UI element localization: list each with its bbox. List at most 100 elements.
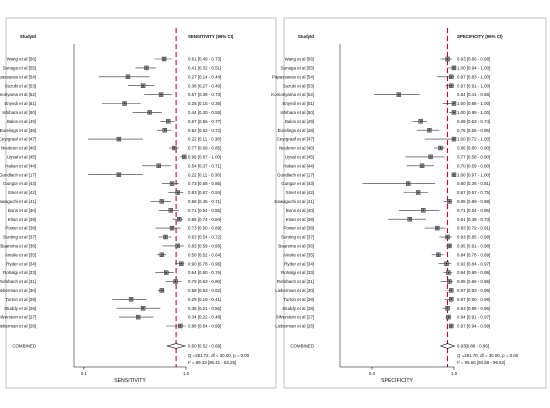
study-name: Rohalgi et al [33] (3, 270, 36, 275)
point-estimate-dot (446, 236, 449, 238)
study-name: Hakan et al [44] (283, 163, 314, 168)
estimate-label: 0.25 [0.15 - 0.36] (188, 101, 221, 106)
study-name: Suzuki et al [53] (283, 83, 314, 88)
point-estimate-dot (130, 298, 132, 300)
estimate-label: 0.69 [0.63 - 0.74] (457, 119, 490, 124)
point-estimate-dot (453, 67, 455, 69)
point-estimate-dot (118, 174, 120, 176)
point-estimate-dot (183, 156, 185, 158)
estimate-label: 0.71 [0.54 - 0.85] (188, 208, 221, 213)
estimate-label: 0.44 [0.30 - 0.58] (188, 110, 221, 115)
point-estimate-dot (453, 111, 455, 114)
estimate-label: 0.67 [0.56 - 0.77] (188, 119, 221, 124)
point-estimate-dot (450, 76, 452, 78)
study-name: Rohrbach et al [31] (277, 279, 314, 284)
point-estimate-dot (171, 227, 173, 229)
estimate-label: 0.67 [0.57 - 0.75] (457, 190, 490, 195)
study-name: Balos et al [49] (7, 119, 36, 124)
point-estimate-dot (142, 307, 144, 309)
study-name: Lieberman et al [26] (0, 324, 36, 329)
study-column-header: StudyId (298, 34, 314, 39)
study-name: Eurelings et al [48] (0, 128, 36, 133)
point-estimate-dot (450, 289, 452, 292)
point-estimate-dot (148, 111, 151, 114)
estimate-label: 0.54 [0.41 - 0.68] (457, 92, 490, 97)
study-name: Niederer et al [46] (279, 146, 314, 151)
estimate-label: 0.27 [0.14 - 0.44] (188, 74, 221, 79)
study-name: Turton et al [29] (283, 297, 314, 302)
study-name: Uysal et al [45] (7, 155, 36, 160)
study-name: Turton et al [29] (5, 297, 36, 302)
x-tick-label: 0.1 (81, 371, 88, 376)
study-name: Papassavas et al [54] (0, 74, 36, 79)
estimate-label: 0.97 [0.93 - 0.99] (457, 288, 490, 293)
point-estimate-dot (450, 325, 452, 327)
point-estimate-dot (450, 298, 452, 300)
study-name: Khan et al [39] (8, 217, 36, 222)
combined-estimate-label: 0.60 [0.52 - 0.68] (188, 344, 221, 349)
point-estimate-dot (160, 93, 162, 96)
estimate-label: 0.77 [0.58 - 0.90] (457, 155, 490, 160)
study-name: Power et al [38] (5, 226, 36, 231)
study-name: Smet et al [42] (286, 190, 314, 195)
study-name: Uysal et al [45] (285, 155, 314, 160)
study-name: Studdy et al [28] (4, 306, 36, 311)
study-name: Bons et al [40] (8, 208, 36, 213)
estimate-label: 0.34 [0.22 - 0.48] (188, 315, 221, 320)
estimate-label: 0.83 [0.72 - 0.91] (457, 226, 490, 231)
study-name: Studdy et al [28] (282, 306, 314, 311)
estimate-label: 0.97 [0.83 - 1.00] (457, 74, 490, 79)
study-name: Kawaguchi et al [41] (0, 199, 36, 204)
estimate-label: 0.79 [0.63 - 0.90] (188, 279, 221, 284)
study-name: Wang et al [56] (285, 57, 314, 62)
study-name: Enyedi et al [51] (283, 101, 315, 106)
estimate-label: 0.93 [0.85 - 0.98] (457, 235, 490, 240)
point-estimate-dot (436, 227, 439, 229)
combined-estimate-label: 0.93[0.88 - 0.96] (457, 344, 489, 349)
point-estimate-dot (164, 236, 167, 238)
point-estimate-dot (447, 316, 450, 318)
point-estimate-dot (161, 254, 163, 256)
study-name: Lieberman et al [26] (275, 324, 314, 329)
study-name: Power et al [38] (283, 226, 314, 231)
point-estimate-dot (398, 93, 400, 96)
heterogeneity-stat: Q =281.72, df = 30.00, p = 0.00 (188, 353, 250, 358)
study-name: Sunting et al [37] (281, 235, 314, 240)
study-name: Silverstein et al [27] (276, 315, 314, 320)
point-estimate-dot (409, 218, 411, 220)
point-estimate-dot (417, 191, 419, 194)
study-name: Sunaga et al [55] (3, 66, 36, 71)
estimate-label: 0.54 [0.37 - 0.71] (188, 163, 221, 168)
estimate-label: 0.58 [0.45 - 0.71] (188, 199, 221, 204)
study-name: Papassavas et al [54] (272, 74, 314, 79)
heterogeneity-stat: I² = 95.60 [94.58 - 96.52] (457, 360, 505, 365)
estimate-label: 1.00 [0.88 - 1.00] (457, 101, 490, 106)
point-estimate-dot (145, 67, 148, 69)
study-name: Niederer et al [46] (1, 146, 36, 151)
study-name: Ceyrgraaf et al [47] (277, 137, 314, 142)
estimate-label: 0.38 [0.21 - 0.56] (188, 306, 221, 311)
study-name: Gungor et al [43] (281, 181, 314, 186)
estimate-label: 0.71 [0.54 - 0.85] (457, 208, 490, 213)
x-axis-label: SPECIFICITY (381, 378, 414, 384)
point-estimate-dot (167, 120, 169, 123)
study-column-header: StudyId (20, 34, 36, 39)
estimate-label: 0.63 [0.54 - 0.72] (188, 235, 221, 240)
study-name: Suzuki et al [53] (5, 83, 36, 88)
point-estimate-dot (164, 129, 166, 131)
estimate-label: 0.86 [0.74 - 0.94] (188, 217, 221, 222)
estimate-label: 0.61 [0.48 - 0.73] (457, 217, 490, 222)
study-name: Eurelings et al [48] (278, 128, 314, 133)
study-name: Kawaguchi et al [41] (274, 199, 314, 204)
point-estimate-dot (179, 325, 182, 327)
estimate-label: 0.93 [0.86 - 0.98] (457, 57, 490, 62)
estimate-column-header: SENSITIVITY (95% CI) (188, 34, 234, 39)
estimate-label: 1.00 [0.95 - 1.00] (457, 110, 490, 115)
point-estimate-dot (439, 147, 442, 149)
estimate-label: 0.22 [0.11 - 0.38] (188, 172, 221, 177)
study-name: Sunting et al [37] (3, 235, 36, 240)
study-name: Ryder et al [34] (6, 261, 36, 266)
x-tick-label: 0.4 (369, 371, 376, 376)
